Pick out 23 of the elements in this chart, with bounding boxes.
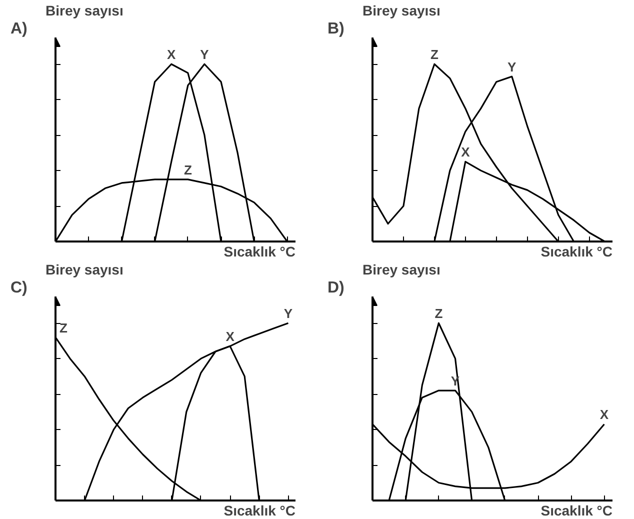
y-axis-title: Birey sayısı [46, 262, 124, 278]
y-axis-title: Birey sayısı [362, 262, 440, 278]
x-axis-title: Sıcaklık °C [224, 502, 296, 518]
x-axis-title: Sıcaklık °C [540, 502, 612, 518]
series-label: Z [184, 162, 192, 178]
series-label: X [600, 407, 609, 422]
y-axis-title: Birey sayısı [362, 2, 440, 18]
series-label: Y [200, 47, 210, 62]
series-label: X [226, 329, 235, 344]
series-label: Y [284, 306, 293, 322]
series-label: Y [508, 60, 517, 75]
chart-title: A) [10, 20, 28, 38]
x-axis-title: Sıcaklık °C [224, 244, 296, 260]
chart-title: D) [328, 280, 344, 296]
series-label: Z [434, 306, 443, 322]
series-label: Z [430, 47, 438, 62]
y-axis-title: Birey sayısı [46, 2, 124, 18]
legend-label: Z [60, 320, 68, 336]
series-label: X [167, 47, 176, 62]
x-axis-title: Sıcaklık °C [540, 244, 612, 260]
chart-title: C) [10, 280, 28, 296]
chart-title: B) [328, 20, 344, 38]
series-label: X [461, 144, 470, 160]
